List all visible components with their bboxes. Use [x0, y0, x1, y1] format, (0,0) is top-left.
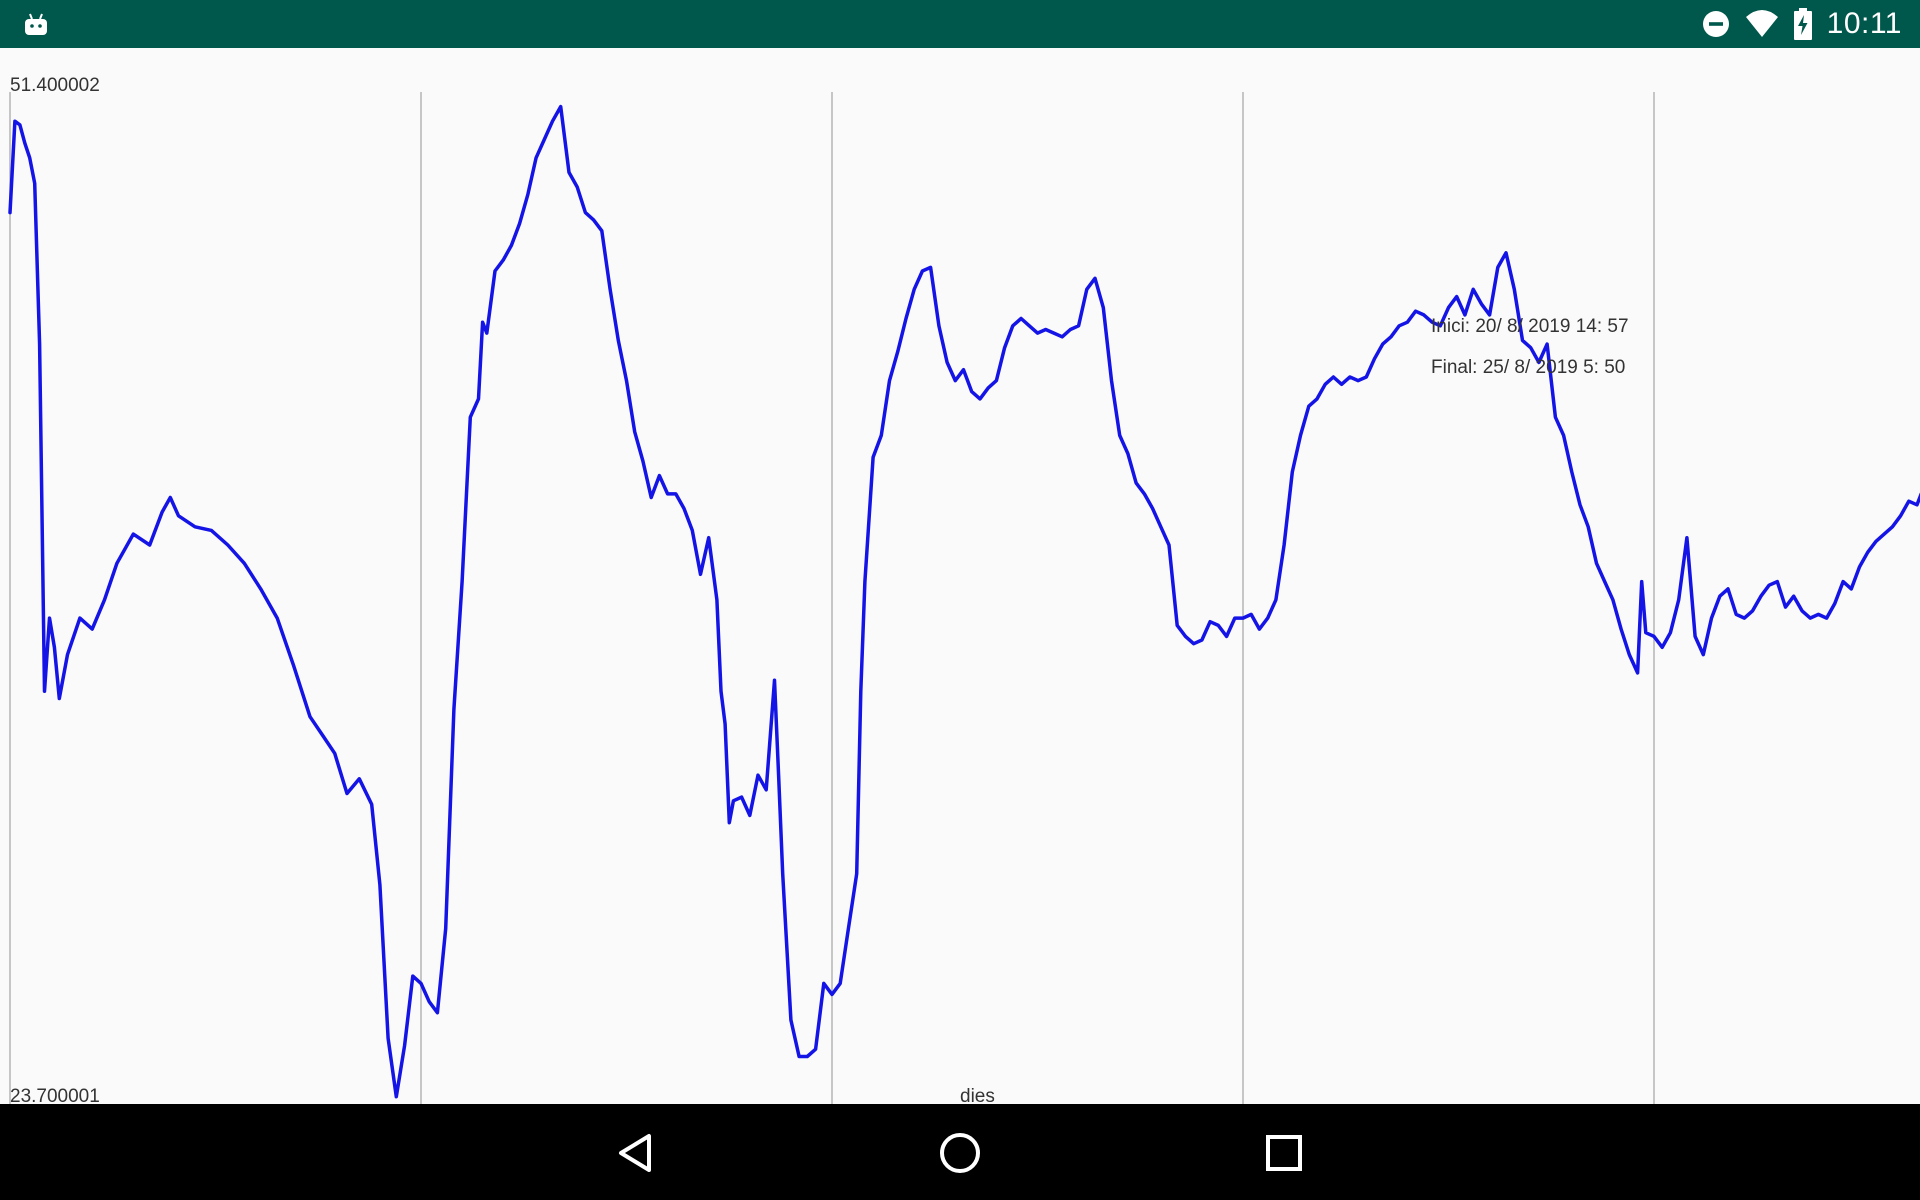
- home-circle-icon: [940, 1133, 980, 1173]
- wifi-icon: [1745, 10, 1778, 37]
- y-min-label: 23.700001: [10, 1086, 100, 1104]
- start-date-label: Inici: 20/ 8/ 2019 14: 57: [1431, 316, 1629, 337]
- line-chart: 51.400002 23.700001 dies Inici: 20/ 8/ 2…: [8, 75, 1920, 1104]
- series-line: [8, 104, 1920, 1099]
- home-button[interactable]: [935, 1128, 985, 1178]
- recents-button[interactable]: [1259, 1128, 1309, 1178]
- vertical-gridlines: [420, 92, 1655, 1104]
- status-bar: 10:11: [0, 0, 1920, 48]
- y-max-label: 51.400002: [10, 75, 100, 96]
- navigation-bar: [0, 1104, 1920, 1200]
- back-triangle-icon: [619, 1134, 651, 1172]
- android-debug-icon: [25, 13, 47, 35]
- recents-square-icon: [1266, 1135, 1302, 1171]
- chart-area: 51.400002 23.700001 dies Inici: 20/ 8/ 2…: [0, 48, 1920, 1104]
- end-date-label: Final: 25/ 8/ 2019 5: 50: [1431, 357, 1625, 378]
- back-button[interactable]: [612, 1128, 662, 1178]
- do-not-disturb-icon: [1702, 11, 1729, 37]
- x-axis-label: dies: [960, 1086, 995, 1104]
- battery-charging-icon: [1793, 8, 1812, 40]
- status-time: 10:11: [1826, 7, 1902, 40]
